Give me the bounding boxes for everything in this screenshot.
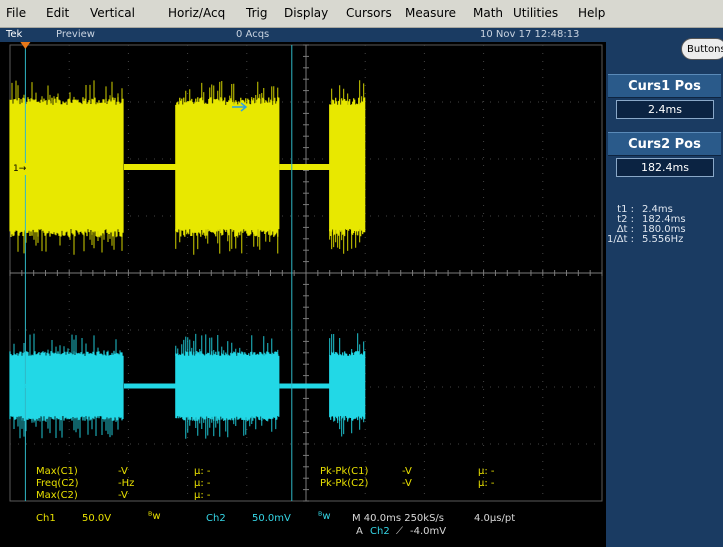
signal-burst <box>9 351 124 421</box>
signal-burst <box>175 351 280 421</box>
cursor-lines[interactable] <box>24 45 293 501</box>
menu-math[interactable]: Math <box>473 6 504 20</box>
meas-mean: µ: - <box>194 466 211 477</box>
meas-mean: µ: - <box>194 490 211 501</box>
trigger-slope-icon: ⟋ <box>396 526 403 537</box>
sample-interval: 4.0µs/pt <box>474 513 516 524</box>
meas-value: -Hz <box>118 478 135 489</box>
trigger-source[interactable]: Ch2 <box>370 526 390 537</box>
signal-idle <box>279 383 330 389</box>
signal-burst <box>329 97 366 237</box>
signal-spikes <box>175 333 279 439</box>
ch2-bandwidth-icon: ᴮw <box>318 511 331 522</box>
signal-idle <box>123 164 176 170</box>
menu-display[interactable]: Display <box>284 6 329 20</box>
ch2-scale[interactable]: 50.0mV <box>252 513 291 524</box>
curs2-pos-value[interactable]: 182.4ms <box>616 158 714 177</box>
meas-mean: µ: - <box>478 466 495 477</box>
brand-label: Tek <box>6 29 23 40</box>
meas-value: -V <box>402 478 412 489</box>
mode-label: Preview <box>56 29 95 40</box>
trigger-level-arrow-icon <box>232 102 248 112</box>
meas-mean: µ: - <box>194 478 211 489</box>
meas-name: Max(C1) <box>36 466 78 477</box>
menu-edit[interactable]: Edit <box>46 6 70 20</box>
meas-name: Freq(C2) <box>36 478 79 489</box>
date-time: 10 Nov 17 12:48:13 <box>480 29 580 40</box>
menu-measure[interactable]: Measure <box>405 6 456 20</box>
signal-spikes <box>13 333 121 439</box>
ch1-ground-marker[interactable]: 1→ <box>10 163 32 175</box>
menu-vertical[interactable]: Vertical <box>90 6 135 20</box>
ch1-bandwidth-icon: ᴮw <box>148 511 161 522</box>
meas-name: Pk-Pk(C2) <box>320 478 369 489</box>
menu-file[interactable]: File <box>6 6 27 20</box>
signal-spikes <box>175 81 279 255</box>
ch1-waveform <box>9 80 366 255</box>
menu-utilities[interactable]: Utilities <box>513 6 559 20</box>
signal-idle <box>279 164 330 170</box>
menu-trig[interactable]: Trig <box>246 6 268 20</box>
meas-value: -V <box>118 490 128 501</box>
trigger-position-marker[interactable] <box>20 42 31 49</box>
ch2-label[interactable]: Ch2 <box>206 513 226 524</box>
meas-value: -V <box>402 466 412 477</box>
meas-value: -V <box>118 466 128 477</box>
scope-display[interactable] <box>0 42 606 547</box>
trigger-prefix: A <box>356 526 363 537</box>
ch1-scale[interactable]: 50.0V <box>82 513 112 524</box>
signal-burst <box>329 351 366 421</box>
signal-spikes <box>329 333 365 437</box>
menu-horiz-acq[interactable]: Horiz/Acq <box>168 6 226 20</box>
meas-name: Max(C2) <box>36 490 78 501</box>
ch1-label[interactable]: Ch1 <box>36 513 56 524</box>
buttons-toggle[interactable]: Buttons <box>681 38 723 60</box>
curs2-pos-title[interactable]: Curs2 Pos <box>608 132 721 156</box>
menu-help[interactable]: Help <box>578 6 606 20</box>
meas-mean: µ: - <box>478 478 495 489</box>
timebase[interactable]: M 40.0ms 250kS/s <box>352 513 445 524</box>
curs1-pos-title[interactable]: Curs1 Pos <box>608 74 721 98</box>
signal-spikes <box>11 80 123 255</box>
acquisition-count: 0 Acqs <box>236 29 270 40</box>
menu-bar: File Edit Vertical Horiz/Acq Trig Display Curs… <box>0 0 723 28</box>
curs1-pos-value[interactable]: 2.4ms <box>616 100 714 119</box>
signal-spikes <box>329 80 365 254</box>
meas-name: Pk-Pk(C1) <box>320 466 369 477</box>
status-bar: Tek Preview 0 Acqs 10 Nov 17 12:48:13 <box>0 28 606 42</box>
trigger-level[interactable]: -4.0mV <box>410 526 447 537</box>
ch2-ground-marker[interactable]: 2→ <box>13 381 28 392</box>
ch2-waveform <box>9 333 366 439</box>
signal-idle <box>123 383 176 389</box>
signal-burst <box>175 97 280 237</box>
menu-cursors[interactable]: Cursors <box>346 6 392 20</box>
